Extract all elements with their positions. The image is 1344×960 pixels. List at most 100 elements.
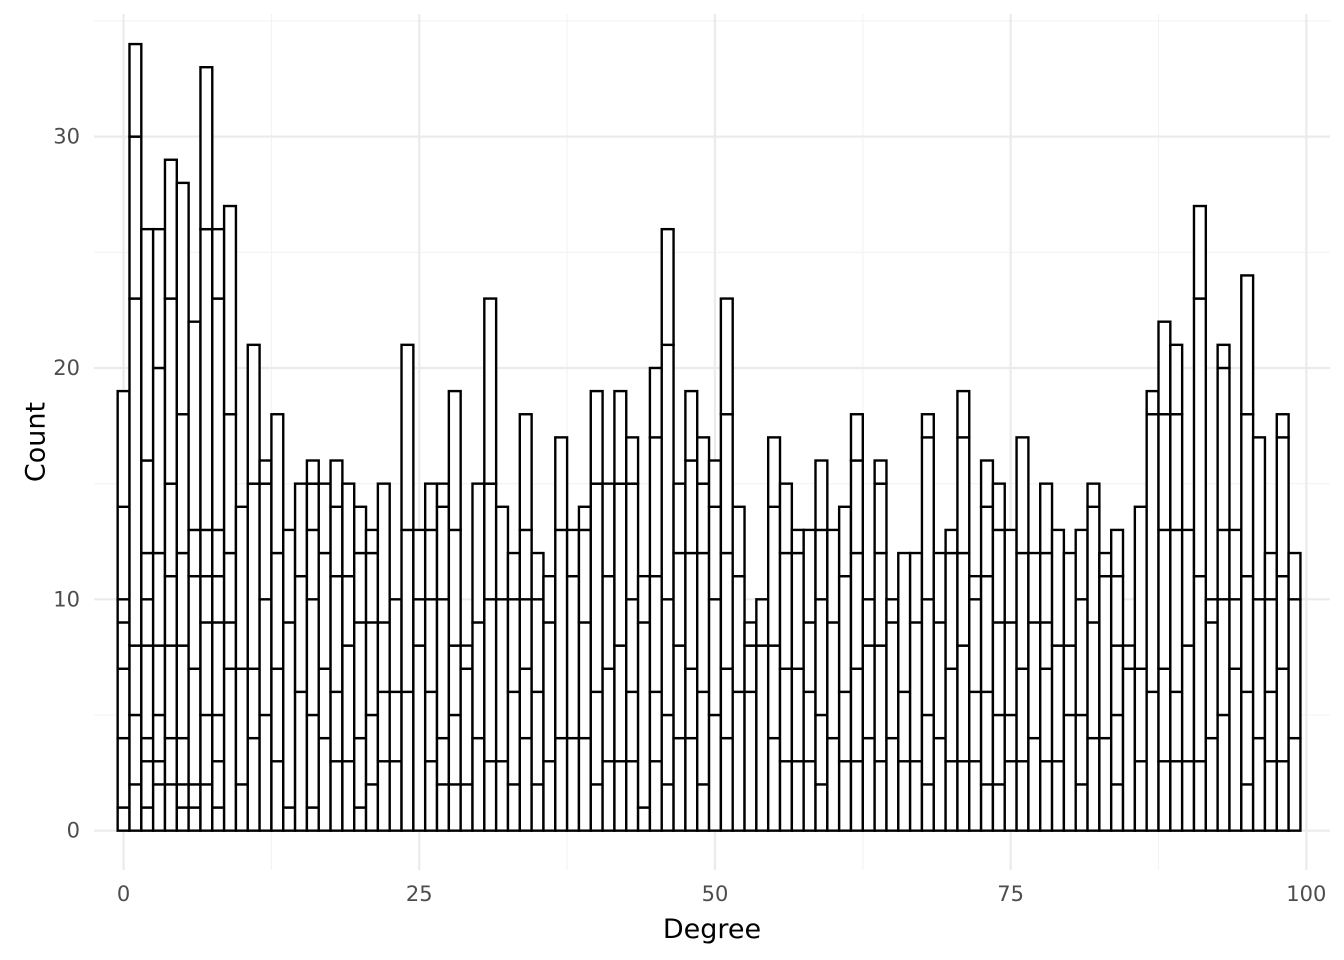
bar-segment [1192,574,1208,763]
bar-segment [565,736,581,832]
histogram-bar [991,482,1006,832]
bar-segment [636,621,652,809]
histogram-bar [601,482,616,832]
bar-segment [589,690,604,786]
bar-segment [1062,644,1077,717]
bar-segment [518,667,533,740]
bar-segment [293,482,309,578]
bar-segment [270,667,285,763]
bar-segment [1240,574,1255,694]
bar-segment [743,644,758,694]
bar-segment [613,644,628,763]
bar-segment [175,736,190,786]
histogram-bar [873,459,888,832]
bar-segment [128,297,143,647]
histogram-bar [908,551,924,832]
bar-segment [944,760,959,832]
x-tick-labels: 0 25 50 75 100 [117,882,1327,906]
bar-segment [423,760,439,832]
histogram-bar [743,621,758,832]
bar-segment [435,505,451,601]
bar-segment [577,528,592,624]
bar-segment [353,505,368,555]
bar-segment [672,736,687,832]
bar-segment [1263,760,1278,832]
bar-segment [329,690,344,763]
bar-segment [341,760,356,832]
bar-segment [329,505,344,578]
histogram-bar [1015,436,1030,832]
histogram-bar [199,66,214,832]
histogram-bar [412,528,427,832]
bar-segment [199,528,214,578]
bar-segment [317,667,332,740]
bar-segment [731,574,746,694]
bar-segment [163,644,178,740]
y-tick-label: 20 [53,356,80,380]
bar-segment [672,551,687,647]
bar-segment [175,413,190,555]
bar-segment [1287,736,1302,832]
bar-segment [873,760,888,832]
bar-segment [151,644,167,717]
bar-segment [234,783,249,832]
bar-segment [743,690,758,832]
bar-segment [163,158,178,300]
bar-segment [1228,598,1243,670]
bar-segment [175,806,190,832]
bar-segment [920,436,935,601]
bar-segment [1003,760,1018,832]
bar-segment [1027,621,1042,740]
bar-segment [1240,274,1255,416]
histogram-bar [1251,436,1267,832]
bar-segment [719,413,734,555]
bar-segment [1086,621,1101,740]
bar-segment [1039,482,1054,555]
bar-segment [1145,389,1160,416]
bar-segment [1263,551,1278,601]
bar-segment [625,436,640,485]
histogram-bar [530,551,545,832]
bar-segment [1157,413,1172,532]
histogram-bar [459,644,474,832]
histogram-bar [577,505,592,832]
bar-segment [483,297,498,485]
bar-segment [613,760,628,832]
histogram-bar [1216,343,1231,832]
bar-segment [353,621,368,740]
histogram-bar [826,528,841,832]
bar-segment [305,806,320,832]
histogram-bar [837,505,853,832]
bar-segment [968,574,983,601]
bar-segment [979,690,995,786]
histogram-bar [542,574,557,832]
bar-segment [140,644,155,740]
bar-segment [589,482,604,694]
histogram-bar [766,436,782,832]
histogram-bar [660,227,675,832]
histogram-bar [388,598,403,832]
bar-segment [944,528,959,555]
bar-segment [802,621,817,694]
bar-segment [755,598,770,647]
histogram-bar [696,436,711,832]
bar-segment [956,760,971,832]
y-axis-title: Count [21,402,52,482]
bar-segment [282,621,297,809]
histogram-bar [861,598,876,832]
bar-segment [151,366,167,555]
bar-segment [897,690,912,763]
histogram-bar [613,389,628,832]
bar-segment [1062,713,1077,832]
histogram-bar [1275,413,1290,832]
bar-segment [1180,760,1196,832]
histogram-bar [128,42,143,832]
histogram-bar [140,227,155,832]
bar-segment [837,505,853,578]
bar-segment [802,760,817,832]
bar-segment [341,574,356,647]
bar-segment [601,667,616,763]
bar-segment [376,690,391,763]
histogram-bar [1121,644,1137,832]
histogram-bar [400,343,415,832]
